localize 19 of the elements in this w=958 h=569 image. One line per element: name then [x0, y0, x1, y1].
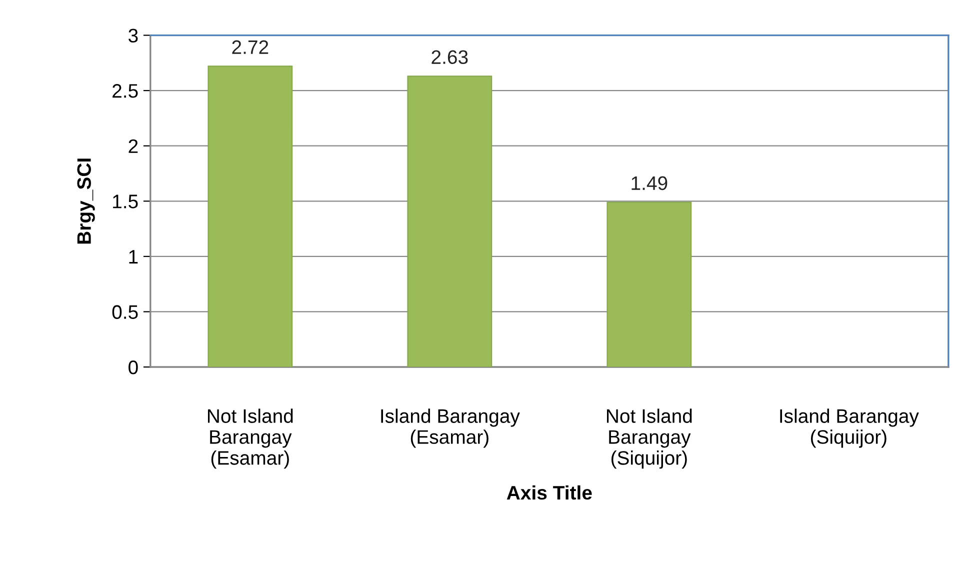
x-tick-label: Island Barangay (Esamar) — [381, 408, 520, 448]
data-label: 1.49 — [632, 176, 668, 190]
y-tick-label: 2.5 — [112, 84, 138, 98]
bar — [208, 66, 293, 368]
y-tick-label: 0.5 — [112, 305, 138, 319]
y-tick-label: 1.5 — [113, 194, 138, 208]
y-axis-title: Brgy_SCI — [77, 158, 95, 244]
y-tick-label: 0 — [128, 360, 138, 374]
bar — [407, 76, 492, 368]
y-tick-label: 3 — [128, 28, 138, 43]
x-tick-label: Island Barangay (Siquijor) — [780, 408, 919, 448]
data-label: 2.72 — [232, 40, 268, 54]
y-tick-label: 2 — [128, 139, 138, 153]
x-axis-title: Axis Title — [506, 485, 592, 500]
bar — [606, 202, 692, 368]
x-tick-label: Not Island Barangay (Siquijor) — [606, 408, 692, 469]
data-label: 2.63 — [432, 50, 468, 64]
x-tick-label: Not Island Barangay (Esamar) — [208, 408, 293, 469]
y-tick-label: 1 — [129, 250, 138, 264]
